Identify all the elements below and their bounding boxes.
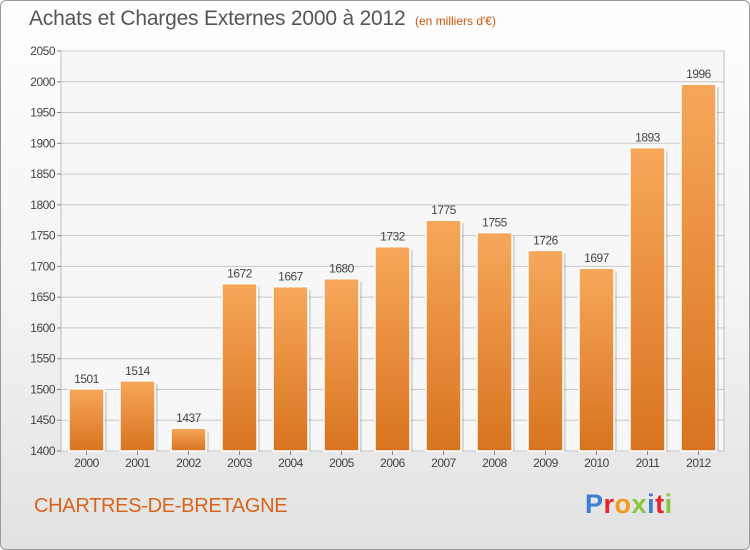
logo-letter: t bbox=[655, 489, 665, 519]
bar bbox=[374, 245, 411, 452]
bar bbox=[272, 285, 309, 452]
chart-title: Achats et Charges Externes 2000 à 2012 bbox=[29, 7, 406, 30]
x-tick-label: 2003 bbox=[227, 456, 253, 470]
bar bbox=[425, 219, 462, 452]
data-label: 1672 bbox=[227, 267, 253, 281]
data-label: 1437 bbox=[176, 411, 202, 425]
data-label: 1680 bbox=[329, 262, 355, 276]
y-tick-label: 1400 bbox=[30, 444, 56, 458]
y-tick-label: 1850 bbox=[30, 167, 56, 181]
x-tick-label: 2005 bbox=[329, 456, 355, 470]
y-tick-label: 1950 bbox=[30, 106, 56, 120]
y-tick-label: 1750 bbox=[30, 229, 56, 243]
x-tick-label: 2002 bbox=[176, 456, 202, 470]
commune-name: CHARTRES-DE-BRETAGNE bbox=[34, 495, 288, 517]
data-label: 1726 bbox=[533, 233, 559, 247]
data-label: 1775 bbox=[431, 203, 457, 217]
logo-letter: i bbox=[664, 489, 673, 519]
bar bbox=[119, 380, 156, 452]
y-tick-label: 1700 bbox=[30, 259, 56, 273]
data-label: 1697 bbox=[584, 251, 610, 265]
y-tick-label: 1650 bbox=[30, 290, 56, 304]
bar bbox=[527, 249, 564, 452]
logo-letter: P bbox=[585, 489, 604, 519]
chart-subtitle: (en milliers d'€) bbox=[415, 14, 496, 28]
logo-letter: i bbox=[647, 489, 656, 519]
y-tick-label: 2000 bbox=[30, 75, 56, 89]
y-tick-label: 1550 bbox=[30, 352, 56, 366]
y-tick-label: 1800 bbox=[30, 198, 56, 212]
y-tick-label: 1450 bbox=[30, 413, 56, 427]
logo-letter: x bbox=[631, 489, 648, 519]
x-tick-label: 2000 bbox=[74, 456, 100, 470]
x-tick-label: 2011 bbox=[636, 456, 661, 470]
data-label: 1732 bbox=[380, 230, 406, 244]
data-label: 1667 bbox=[278, 270, 304, 284]
y-tick-label: 2050 bbox=[30, 44, 56, 58]
data-label: 1755 bbox=[482, 216, 508, 230]
x-tick-label: 2004 bbox=[278, 456, 304, 470]
y-tick-label: 1600 bbox=[30, 321, 56, 335]
bar bbox=[578, 267, 615, 452]
x-tick-label: 2009 bbox=[533, 456, 559, 470]
bar bbox=[221, 282, 258, 452]
x-tick-label: 2001 bbox=[125, 456, 151, 470]
bar bbox=[680, 83, 717, 452]
bar bbox=[68, 388, 105, 452]
x-tick-label: 2008 bbox=[482, 456, 508, 470]
bar bbox=[629, 146, 666, 452]
y-tick-label: 1900 bbox=[30, 136, 56, 150]
bar bbox=[476, 231, 513, 452]
x-tick-label: 2006 bbox=[380, 456, 406, 470]
x-tick-label: 2010 bbox=[584, 456, 610, 470]
y-tick-label: 1500 bbox=[30, 382, 56, 396]
data-label: 1514 bbox=[125, 364, 151, 378]
x-tick-label: 2007 bbox=[431, 456, 457, 470]
x-tick-label: 2012 bbox=[686, 456, 712, 470]
data-label: 1893 bbox=[635, 131, 661, 145]
bar bbox=[170, 427, 207, 452]
proxiti-logo: Proxiti bbox=[585, 489, 673, 520]
bar bbox=[323, 277, 360, 452]
logo-letter: r bbox=[603, 489, 615, 519]
logo-letter: o bbox=[614, 489, 632, 519]
data-label: 1996 bbox=[686, 67, 712, 81]
data-label: 1501 bbox=[74, 372, 100, 386]
